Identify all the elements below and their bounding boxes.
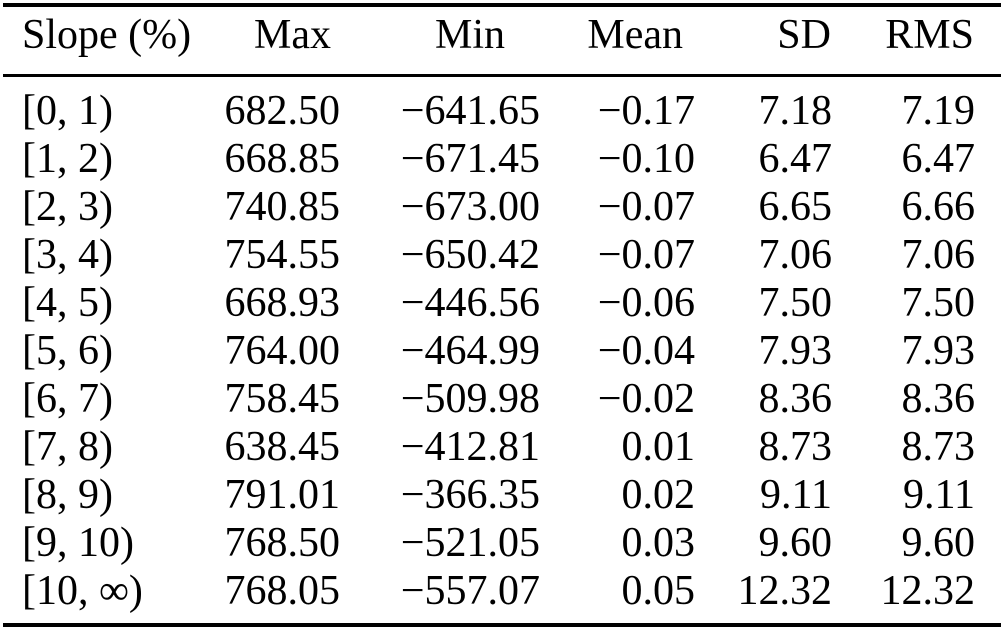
cell-rms: 9.60: [901, 520, 976, 566]
cell-slope: [5, 6): [22, 328, 113, 374]
column-header-mean: Mean: [540, 5, 695, 77]
cell-sd: 8.73: [758, 424, 833, 470]
cell-max: 768.50: [224, 520, 341, 566]
cell-mean: 0.03: [621, 520, 696, 566]
cell-slope: [0, 1): [22, 88, 113, 134]
cell-rms: 6.47: [901, 136, 976, 182]
cell-mean: −0.10: [597, 136, 695, 182]
cell-slope: [4, 5): [22, 280, 113, 326]
cell-max: 740.85: [224, 184, 341, 230]
cell-max: 791.01: [224, 472, 341, 518]
cell-mean: −0.07: [597, 232, 695, 278]
cell-rms: 6.66: [901, 184, 976, 230]
cell-min: −509.98: [400, 376, 540, 422]
cell-rms: 12.32: [880, 568, 976, 614]
cell-min: −446.56: [400, 280, 540, 326]
table-row: [0, 1) 682.50 −641.65 −0.17 7.18 7.19: [3, 76, 1001, 136]
cell-min: −521.05: [400, 520, 540, 566]
cell-sd: 7.50: [758, 280, 833, 326]
statistics-table: Slope (%) Max Min Mean SD RMS [0, 1) 682.…: [3, 3, 1001, 627]
cell-sd: 8.36: [758, 376, 833, 422]
table-row: [5, 6) 764.00 −464.99 −0.04 7.93 7.93: [3, 327, 1001, 375]
cell-min: −464.99: [400, 328, 540, 374]
cell-sd: 6.65: [758, 184, 833, 230]
table-row: [1, 2) 668.85 −671.45 −0.10 6.47 6.47: [3, 135, 1001, 183]
column-header-min: Min: [340, 5, 540, 77]
table-row: [3, 4) 754.55 −650.42 −0.07 7.06 7.06: [3, 231, 1001, 279]
cell-max: 764.00: [224, 328, 341, 374]
table-row: [4, 5) 668.93 −446.56 −0.06 7.50 7.50: [3, 279, 1001, 327]
cell-max: 768.05: [224, 568, 341, 614]
cell-slope: [8, 9): [22, 472, 113, 518]
cell-slope: [1, 2): [22, 136, 113, 182]
cell-slope: [2, 3): [22, 184, 113, 230]
cell-rms: 9.11: [903, 472, 975, 518]
column-header-sd: SD: [695, 5, 832, 77]
table-body: [0, 1) 682.50 −641.65 −0.17 7.18 7.19 [1, 2) 66…: [3, 76, 1001, 626]
table-row: [9, 10) 768.50 −521.05 0.03 9.60 9.60: [3, 519, 1001, 567]
cell-max: 758.45: [224, 376, 341, 422]
cell-rms: 7.50: [901, 280, 976, 326]
cell-mean: 0.05: [621, 568, 696, 614]
cell-slope: [10, ∞): [22, 568, 143, 614]
table-row: [2, 3) 740.85 −673.00 −0.07 6.65 6.66: [3, 183, 1001, 231]
cell-max: 668.93: [224, 280, 341, 326]
table-row: [8, 9) 791.01 −366.35 0.02 9.11 9.11: [3, 471, 1001, 519]
cell-mean: 0.02: [621, 472, 696, 518]
cell-rms: 8.73: [901, 424, 976, 470]
table-header-row: Slope (%) Max Min Mean SD RMS: [3, 5, 1001, 77]
cell-rms: 8.36: [901, 376, 976, 422]
cell-sd: 9.60: [758, 520, 833, 566]
table-row: [10, ∞) 768.05 −557.07 0.05 12.32 12.32: [3, 567, 1001, 625]
cell-min: −671.45: [400, 136, 540, 182]
cell-rms: 7.19: [901, 88, 976, 134]
cell-max: 638.45: [224, 424, 341, 470]
cell-max: 754.55: [224, 232, 341, 278]
cell-min: −650.42: [400, 232, 540, 278]
column-header-max: Max: [218, 5, 340, 77]
cell-sd: 12.32: [737, 568, 833, 614]
cell-max: 682.50: [224, 88, 341, 134]
cell-mean: −0.04: [597, 328, 695, 374]
cell-sd: 7.93: [758, 328, 833, 374]
table-row: [6, 7) 758.45 −509.98 −0.02 8.36 8.36: [3, 375, 1001, 423]
cell-min: −557.07: [400, 568, 540, 614]
cell-min: −673.00: [400, 184, 540, 230]
cell-sd: 7.06: [758, 232, 833, 278]
cell-slope: [3, 4): [22, 232, 113, 278]
table-row: [7, 8) 638.45 −412.81 0.01 8.73 8.73: [3, 423, 1001, 471]
cell-min: −366.35: [400, 472, 540, 518]
cell-slope: [9, 10): [22, 520, 134, 566]
cell-mean: −0.17: [597, 88, 695, 134]
cell-rms: 7.06: [901, 232, 976, 278]
cell-sd: 7.18: [758, 88, 833, 134]
cell-mean: −0.06: [597, 280, 695, 326]
column-header-rms: RMS: [832, 5, 1001, 77]
cell-min: −641.65: [400, 88, 540, 134]
cell-rms: 7.93: [901, 328, 976, 374]
cell-sd: 9.11: [760, 472, 832, 518]
cell-sd: 6.47: [758, 136, 833, 182]
cell-slope: [7, 8): [22, 424, 113, 470]
cell-max: 668.85: [224, 136, 341, 182]
cell-min: −412.81: [400, 424, 540, 470]
cell-slope: [6, 7): [22, 376, 113, 422]
cell-mean: 0.01: [621, 424, 696, 470]
column-header-slope: Slope (%): [3, 5, 218, 77]
cell-mean: −0.07: [597, 184, 695, 230]
cell-mean: −0.02: [597, 376, 695, 422]
